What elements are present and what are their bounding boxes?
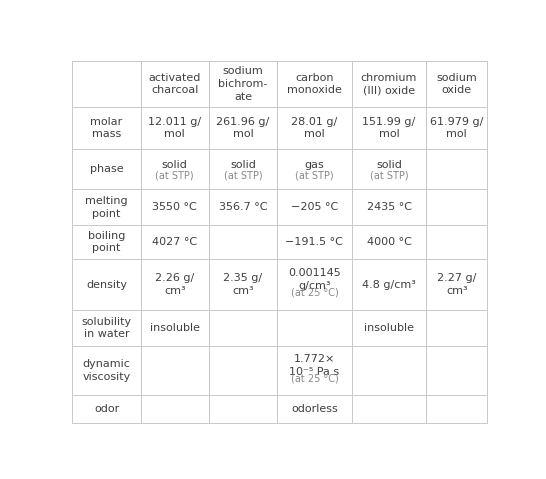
- Text: 2.27 g/
cm³: 2.27 g/ cm³: [437, 274, 477, 296]
- Text: 151.99 g/
mol: 151.99 g/ mol: [363, 117, 416, 139]
- Text: solid: solid: [162, 160, 188, 170]
- Text: insoluble: insoluble: [364, 323, 414, 333]
- Text: 0.001145
g/cm³: 0.001145 g/cm³: [288, 268, 341, 291]
- Text: solubility
in water: solubility in water: [81, 317, 132, 339]
- Text: 28.01 g/
mol: 28.01 g/ mol: [291, 117, 337, 139]
- Text: chromium
(III) oxide: chromium (III) oxide: [361, 73, 417, 95]
- Text: 1.772×
10⁻⁵ Pa s: 1.772× 10⁻⁵ Pa s: [289, 354, 340, 377]
- Text: density: density: [86, 280, 127, 290]
- Text: gas: gas: [305, 160, 324, 170]
- Text: molar
mass: molar mass: [91, 117, 123, 139]
- Text: odorless: odorless: [291, 404, 338, 414]
- Text: 356.7 °C: 356.7 °C: [219, 202, 267, 212]
- Text: 2435 °C: 2435 °C: [366, 202, 412, 212]
- Text: phase: phase: [90, 164, 123, 174]
- Text: (at STP): (at STP): [156, 170, 194, 180]
- Text: (at STP): (at STP): [295, 170, 334, 180]
- Text: 4000 °C: 4000 °C: [366, 237, 412, 247]
- Text: dynamic
viscosity: dynamic viscosity: [82, 359, 130, 382]
- Text: 12.011 g/
mol: 12.011 g/ mol: [148, 117, 201, 139]
- Text: insoluble: insoluble: [150, 323, 200, 333]
- Text: carbon
monoxide: carbon monoxide: [287, 73, 342, 95]
- Text: 61.979 g/
mol: 61.979 g/ mol: [430, 117, 483, 139]
- Text: sodium
bichrom-
ate: sodium bichrom- ate: [218, 66, 268, 102]
- Text: 2.26 g/
cm³: 2.26 g/ cm³: [155, 274, 194, 296]
- Text: solid: solid: [376, 160, 402, 170]
- Text: activated
charcoal: activated charcoal: [149, 73, 201, 95]
- Text: −191.5 °C: −191.5 °C: [286, 237, 343, 247]
- Text: (at STP): (at STP): [370, 170, 408, 180]
- Text: melting
point: melting point: [85, 196, 128, 218]
- Text: 2.35 g/
cm³: 2.35 g/ cm³: [223, 274, 263, 296]
- Text: (at 25 °C): (at 25 °C): [290, 287, 339, 297]
- Text: 261.96 g/
mol: 261.96 g/ mol: [216, 117, 270, 139]
- Text: 4.8 g/cm³: 4.8 g/cm³: [362, 280, 416, 290]
- Text: 3550 °C: 3550 °C: [152, 202, 197, 212]
- Text: −205 °C: −205 °C: [291, 202, 338, 212]
- Text: solid: solid: [230, 160, 256, 170]
- Text: (at 25 °C): (at 25 °C): [290, 373, 339, 383]
- Text: 4027 °C: 4027 °C: [152, 237, 197, 247]
- Text: (at STP): (at STP): [224, 170, 262, 180]
- Text: sodium
oxide: sodium oxide: [436, 73, 477, 95]
- Text: odor: odor: [94, 404, 119, 414]
- Text: boiling
point: boiling point: [88, 231, 125, 253]
